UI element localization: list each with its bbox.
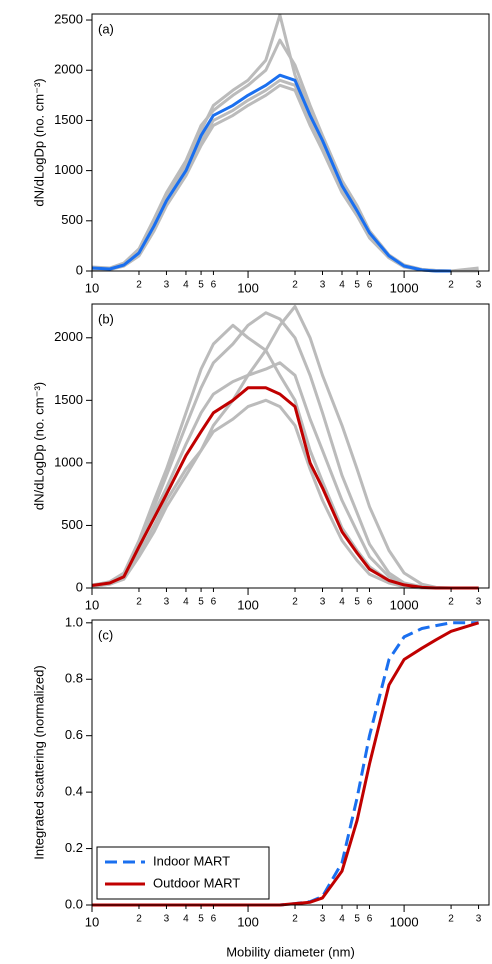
y-tick-label: 1500: [54, 392, 83, 407]
x-tick-label: 4: [339, 280, 345, 291]
y-axis-label: dN/dLogDp (no. cm⁻³): [31, 382, 46, 510]
y-tick-label: 0: [76, 262, 83, 277]
y-tick-label: 1.0: [65, 614, 83, 629]
x-tick-label: 4: [183, 597, 189, 608]
y-tick-label: 0: [76, 579, 83, 594]
y-tick-label: 0.2: [65, 840, 83, 855]
data-line: [91, 398, 479, 590]
y-tick-label: 2000: [54, 329, 83, 344]
x-tick-label: 2: [448, 597, 454, 608]
data-line: [91, 78, 479, 273]
y-tick-label: 0.6: [65, 727, 83, 742]
x-tick-label: 5: [354, 914, 360, 925]
x-tick-label: 4: [183, 280, 189, 291]
x-tick-label: 6: [211, 280, 217, 291]
data-line: [91, 361, 479, 590]
x-tick-label: 3: [320, 914, 326, 925]
y-tick-label: 0.4: [65, 784, 83, 799]
legend-label: Outdoor MART: [153, 875, 240, 890]
y-tick-label: 1500: [54, 112, 83, 127]
y-tick-label: 500: [61, 517, 83, 532]
x-tick-label: 3: [320, 597, 326, 608]
x-tick-label: 6: [367, 597, 373, 608]
panel-label: (b): [98, 311, 114, 326]
y-tick-label: 1000: [54, 162, 83, 177]
y-tick-label: 2000: [54, 62, 83, 77]
x-tick-label: 5: [354, 280, 360, 291]
x-tick-label: 3: [164, 914, 170, 925]
x-tick-label: 10: [85, 280, 99, 295]
x-tick-label: 2: [136, 280, 142, 291]
plot-frame: [91, 13, 490, 272]
y-axis-label: Integrated scattering (normalized): [31, 665, 46, 859]
x-tick-label: 100: [237, 280, 259, 295]
x-tick-label: 1000: [390, 280, 419, 295]
x-tick-label: 3: [164, 280, 170, 291]
x-tick-label: 5: [354, 597, 360, 608]
x-tick-label: 6: [211, 597, 217, 608]
y-tick-label: 0.0: [65, 896, 83, 911]
x-tick-label: 3: [476, 597, 482, 608]
x-tick-label: 3: [476, 914, 482, 925]
y-tick-label: 0.8: [65, 671, 83, 686]
panel-label: (c): [98, 627, 113, 642]
data-line: [91, 305, 479, 590]
plot-frame: [91, 619, 490, 906]
data-line: [91, 323, 479, 590]
x-tick-label: 6: [367, 914, 373, 925]
y-tick-label: 2500: [54, 11, 83, 26]
x-tick-label: 2: [448, 280, 454, 291]
x-tick-label: 4: [339, 914, 345, 925]
x-axis-label: Mobility diameter (nm): [226, 944, 355, 959]
data-line: [91, 73, 452, 273]
x-tick-label: 2: [136, 597, 142, 608]
x-tick-label: 3: [164, 597, 170, 608]
x-tick-label: 2: [448, 914, 454, 925]
x-tick-label: 5: [198, 597, 204, 608]
x-tick-label: 5: [198, 280, 204, 291]
data-line: [91, 386, 479, 590]
panel-label: (a): [98, 21, 114, 36]
x-tick-label: 4: [183, 914, 189, 925]
data-line: [91, 83, 479, 273]
x-tick-label: 1000: [390, 914, 419, 929]
x-tick-label: 2: [292, 914, 298, 925]
y-tick-label: 1000: [54, 454, 83, 469]
plot-frame: [91, 303, 490, 589]
y-tick-label: 500: [61, 212, 83, 227]
x-tick-label: 2: [136, 914, 142, 925]
x-tick-label: 6: [211, 914, 217, 925]
x-tick-label: 1000: [390, 597, 419, 612]
x-tick-label: 5: [198, 914, 204, 925]
x-tick-label: 4: [339, 597, 345, 608]
x-tick-label: 100: [237, 597, 259, 612]
x-tick-label: 100: [237, 914, 259, 929]
legend-label: Indoor MART: [153, 853, 230, 868]
x-tick-label: 2: [292, 597, 298, 608]
x-tick-label: 6: [367, 280, 373, 291]
legend-box: [96, 846, 270, 900]
y-axis-label: dN/dLogDp (no. cm⁻³): [31, 78, 46, 206]
x-tick-label: 10: [85, 597, 99, 612]
x-tick-label: 3: [320, 280, 326, 291]
data-line: [91, 311, 479, 590]
x-tick-label: 3: [476, 280, 482, 291]
x-tick-label: 2: [292, 280, 298, 291]
x-tick-label: 10: [85, 914, 99, 929]
